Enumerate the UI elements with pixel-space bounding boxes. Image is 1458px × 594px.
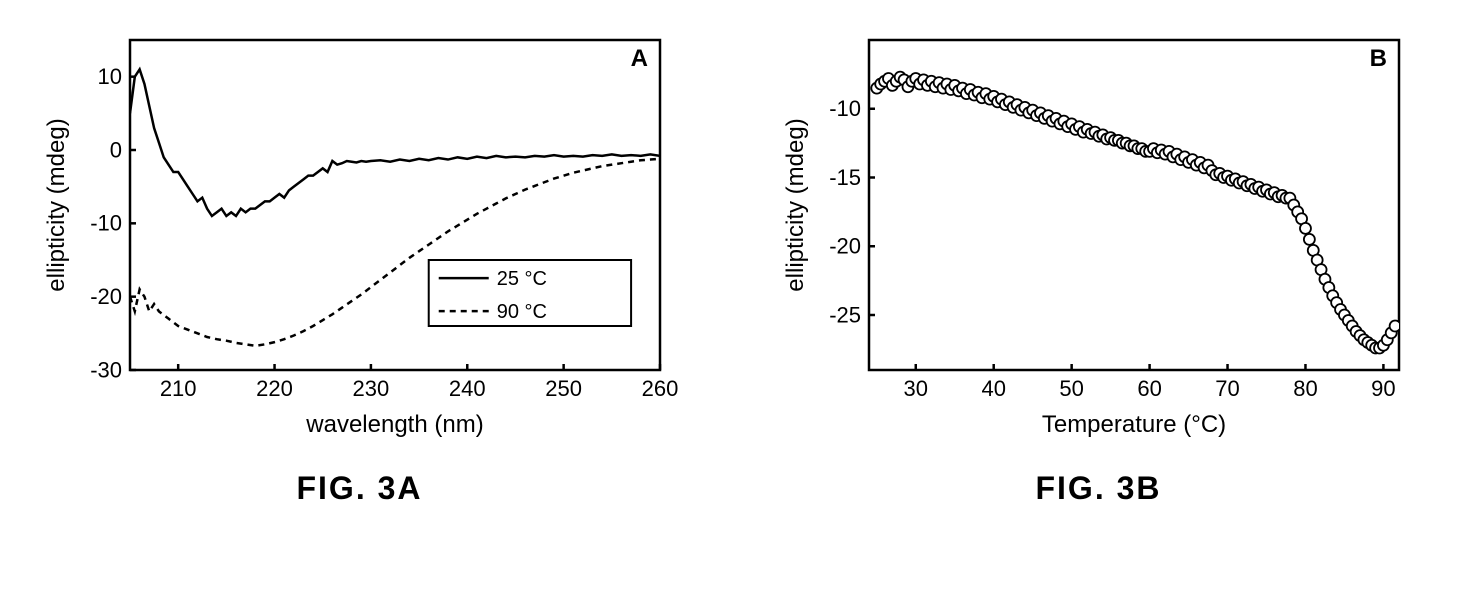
svg-text:0: 0 (109, 137, 121, 162)
svg-text:210: 210 (159, 376, 196, 401)
svg-text:-25: -25 (829, 302, 861, 327)
svg-text:40: 40 (981, 376, 1005, 401)
svg-text:260: 260 (641, 376, 678, 401)
svg-text:B: B (1369, 45, 1386, 72)
svg-text:-20: -20 (90, 284, 122, 309)
svg-text:ellipticity (mdeg): ellipticity (mdeg) (782, 118, 809, 291)
svg-text:50: 50 (1059, 376, 1083, 401)
svg-text:30: 30 (903, 376, 927, 401)
figure-row: 210 220 230 240 250 260 -30 -20 -10 0 10 wavelength… (20, 20, 1438, 507)
svg-text:230: 230 (352, 376, 389, 401)
svg-text:-20: -20 (829, 234, 861, 259)
figure-block-a: 210 220 230 240 250 260 -30 -20 -10 0 10 wavelength… (40, 20, 680, 507)
svg-text:220: 220 (256, 376, 293, 401)
svg-text:25 °C: 25 °C (496, 268, 546, 290)
svg-text:250: 250 (545, 376, 582, 401)
svg-text:A: A (630, 45, 647, 72)
svg-text:80: 80 (1293, 376, 1317, 401)
chart-panel-a: 210 220 230 240 250 260 -30 -20 -10 0 10 wavelength… (40, 20, 680, 450)
svg-text:10: 10 (97, 64, 121, 89)
svg-text:90 °C: 90 °C (496, 301, 546, 323)
chart-panel-b: 30 40 50 60 70 80 90 -25 -20 -15 -10 Temperature (°… (779, 20, 1419, 450)
svg-text:-10: -10 (829, 96, 861, 121)
svg-text:ellipticity (mdeg): ellipticity (mdeg) (43, 118, 70, 291)
svg-text:-30: -30 (90, 357, 122, 382)
caption-b: FIG. 3B (1035, 470, 1161, 507)
figure-block-b: 30 40 50 60 70 80 90 -25 -20 -15 -10 Temperature (°… (779, 20, 1419, 507)
svg-text:90: 90 (1371, 376, 1395, 401)
caption-a: FIG. 3A (296, 470, 422, 507)
svg-text:240: 240 (448, 376, 485, 401)
svg-text:-10: -10 (90, 211, 122, 236)
svg-text:wavelength (nm): wavelength (nm) (305, 411, 483, 438)
svg-text:Temperature (°C): Temperature (°C) (1041, 411, 1225, 438)
svg-text:-15: -15 (829, 165, 861, 190)
svg-text:70: 70 (1215, 376, 1239, 401)
svg-text:60: 60 (1137, 376, 1161, 401)
